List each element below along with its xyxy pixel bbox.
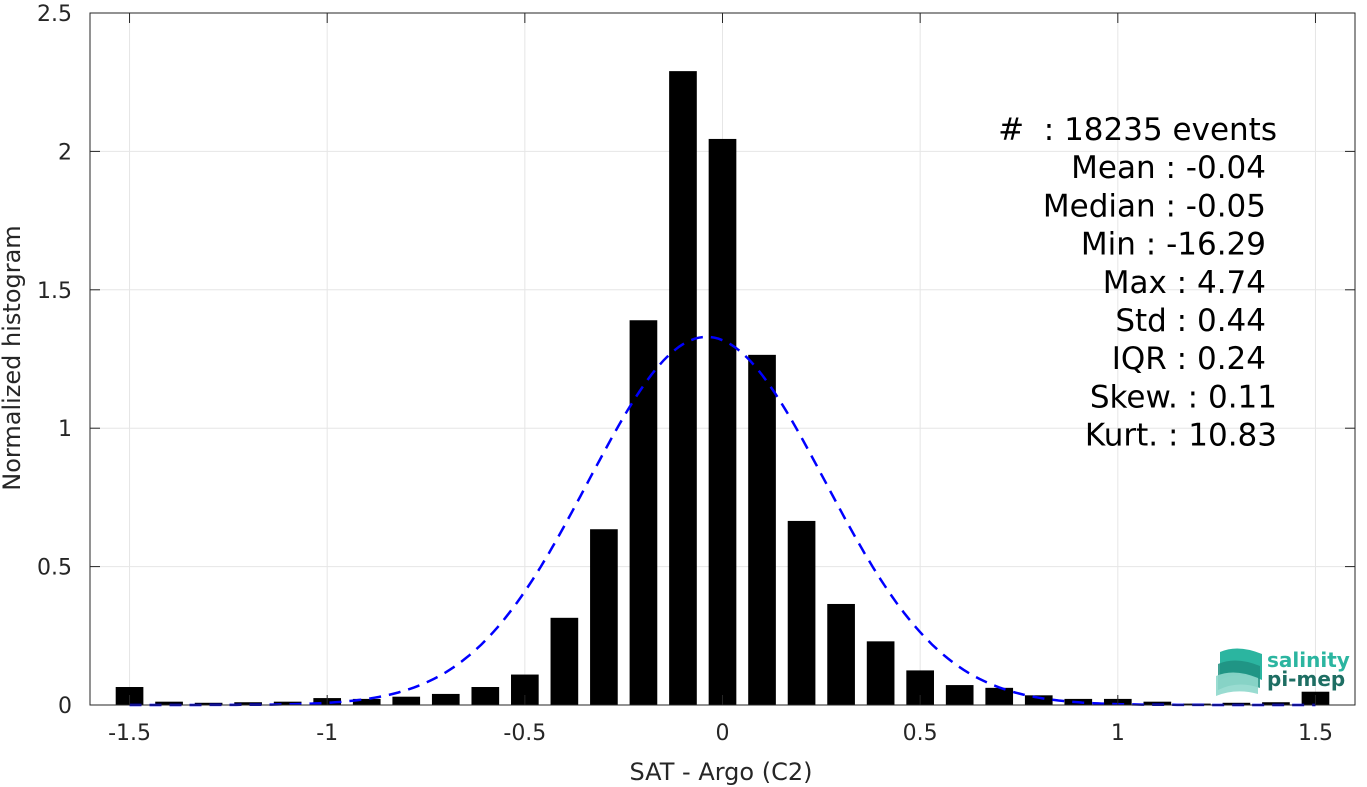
stats-line: Min : -16.29 (1081, 227, 1266, 263)
histogram-bar (273, 701, 302, 705)
x-tick-label: -0.5 (503, 721, 546, 746)
x-tick-label: 1.5 (1298, 721, 1333, 746)
stats-line: # : 18235 events (998, 112, 1277, 148)
histogram-bar (827, 603, 855, 705)
logo-text-salinity: salinity (1267, 648, 1350, 672)
y-axis-label: Normalized histogram (0, 225, 26, 490)
y-tick-label: 2 (58, 140, 72, 165)
histogram-bar (1024, 695, 1053, 705)
stats-line: Mean : -0.04 (1071, 150, 1266, 186)
histogram-bar (985, 687, 1014, 705)
histogram-bar (194, 702, 223, 705)
x-axis-ticks: -1.5 -1 -0.5 0 0.5 1 1.5 (108, 13, 1333, 746)
histogram-bar (471, 687, 500, 705)
stats-line: Max : 4.74 (1103, 265, 1266, 301)
stats-line: Median : -0.05 (1043, 188, 1266, 224)
histogram-bar (352, 698, 381, 705)
salinity-pi-mep-logo: salinity pi-mep (1216, 648, 1350, 696)
histogram-bar (945, 685, 974, 705)
histogram-bar (748, 354, 776, 705)
stats-line: IQR : 0.24 (1112, 341, 1266, 377)
stats-line: Kurt. : 10.83 (1085, 418, 1277, 454)
logo-wave-icon (1216, 648, 1262, 696)
histogram-bar (590, 529, 618, 705)
histogram-bar (1143, 701, 1172, 705)
y-tick-label: 1.5 (37, 279, 72, 304)
y-tick-label: 0.5 (37, 556, 72, 581)
y-tick-label: 1 (58, 417, 72, 442)
x-tick-label: 0 (716, 721, 730, 746)
histogram-bar (629, 320, 658, 705)
y-axis-ticks: 0 0.5 1 1.5 2 2.5 (37, 2, 1355, 719)
x-axis-label: SAT - Argo (C2) (630, 758, 813, 786)
histogram-bar (550, 617, 579, 705)
histogram-bar (155, 701, 183, 705)
histogram-bar (1262, 702, 1290, 705)
y-tick-label: 2.5 (37, 2, 72, 27)
x-tick-label: 0.5 (903, 721, 938, 746)
histogram-bar (866, 641, 895, 705)
histogram-bar (708, 138, 737, 706)
histogram-bar (431, 693, 460, 705)
x-tick-label: -1.5 (108, 721, 151, 746)
stats-line: Skew. : 0.11 (1090, 379, 1277, 415)
histogram-bar (787, 520, 816, 705)
histogram-bar (234, 702, 262, 705)
x-tick-label: 1 (1111, 721, 1125, 746)
histogram-bar (669, 71, 697, 706)
logo-text-pi-mep: pi-mep (1267, 667, 1345, 691)
stats-line: Std : 0.44 (1115, 303, 1266, 339)
histogram-bar (392, 696, 421, 705)
x-tick-label: -1 (316, 721, 338, 746)
histogram-bars (115, 71, 1330, 706)
y-tick-label: 0 (58, 694, 72, 719)
